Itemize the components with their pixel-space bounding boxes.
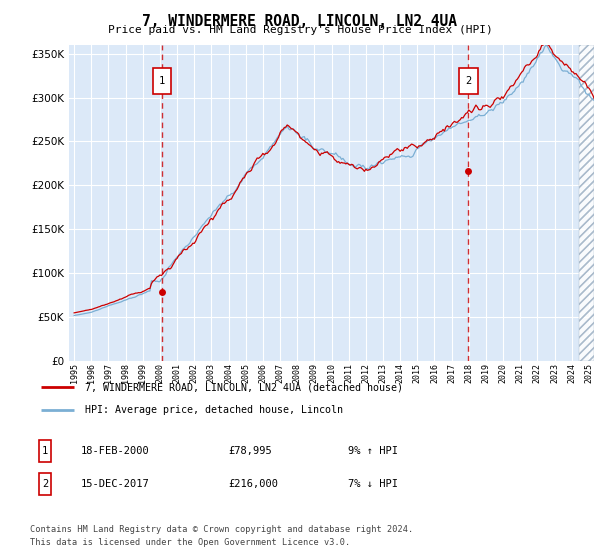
FancyBboxPatch shape	[152, 68, 172, 95]
Text: 7, WINDERMERE ROAD, LINCOLN, LN2 4UA: 7, WINDERMERE ROAD, LINCOLN, LN2 4UA	[143, 14, 458, 29]
Text: This data is licensed under the Open Government Licence v3.0.: This data is licensed under the Open Gov…	[30, 538, 350, 547]
Text: HPI: Average price, detached house, Lincoln: HPI: Average price, detached house, Linc…	[85, 405, 343, 416]
Text: 9% ↑ HPI: 9% ↑ HPI	[348, 446, 398, 456]
Bar	[579, 45, 594, 361]
Text: 1: 1	[159, 76, 165, 86]
Text: Contains HM Land Registry data © Crown copyright and database right 2024.: Contains HM Land Registry data © Crown c…	[30, 525, 413, 534]
Bar	[579, 45, 594, 361]
Text: 1: 1	[42, 446, 48, 456]
Text: Price paid vs. HM Land Registry's House Price Index (HPI): Price paid vs. HM Land Registry's House …	[107, 25, 493, 35]
Text: 7% ↓ HPI: 7% ↓ HPI	[348, 479, 398, 489]
FancyBboxPatch shape	[458, 68, 478, 95]
Text: 18-FEB-2000: 18-FEB-2000	[81, 446, 150, 456]
Text: 15-DEC-2017: 15-DEC-2017	[81, 479, 150, 489]
Text: 2: 2	[465, 76, 471, 86]
Text: 2: 2	[42, 479, 48, 489]
Text: £78,995: £78,995	[228, 446, 272, 456]
Text: 7, WINDERMERE ROAD, LINCOLN, LN2 4UA (detached house): 7, WINDERMERE ROAD, LINCOLN, LN2 4UA (de…	[85, 382, 403, 393]
Text: £216,000: £216,000	[228, 479, 278, 489]
